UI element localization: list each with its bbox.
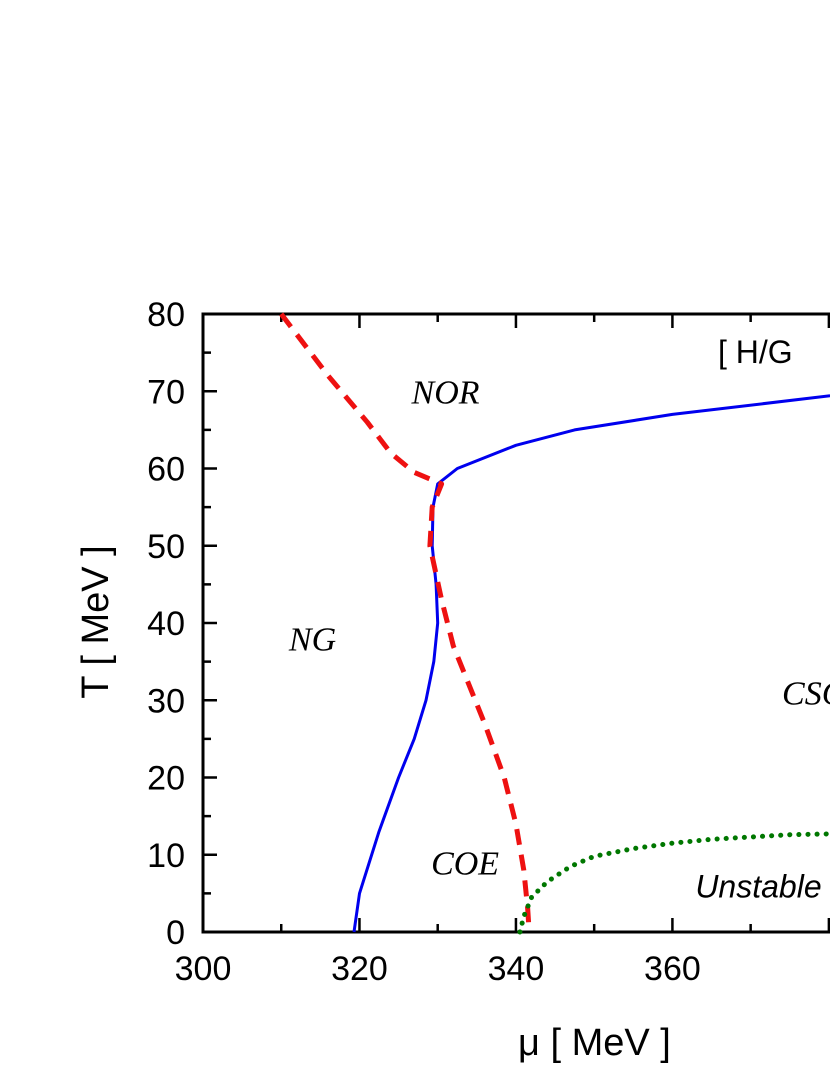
corner-label: [ H/G xyxy=(718,334,793,370)
y-tick-label: 30 xyxy=(147,682,185,720)
series-line-solid-blue xyxy=(352,394,830,933)
region-labels: NOR NG COE CSC Unstable xyxy=(288,374,830,904)
x-tick-label: 300 xyxy=(175,950,232,988)
region-label-unstable: Unstable xyxy=(695,869,821,905)
y-tick-label: 60 xyxy=(147,451,185,489)
y-tick-label: 20 xyxy=(147,760,185,798)
y-tick-label: 10 xyxy=(147,837,185,875)
region-label-ng: NG xyxy=(288,621,336,658)
x-axis-title: μ [ MeV ] xyxy=(518,1022,671,1064)
region-label-csc: CSC xyxy=(782,676,830,713)
axis-ticks: 300 320 340 360 0 10 20 30 40 50 60 70 80 xyxy=(147,296,830,988)
region-label-coe: COE xyxy=(431,845,499,882)
x-tick-label: 360 xyxy=(644,950,701,988)
y-tick-label: 70 xyxy=(147,373,185,411)
y-tick-label: 40 xyxy=(147,605,185,643)
x-tick-label: 320 xyxy=(331,950,388,988)
region-label-nor: NOR xyxy=(411,374,480,411)
y-tick-label: 50 xyxy=(147,528,185,566)
y-axis-title: T [ MeV ] xyxy=(75,545,117,698)
series-line-dashed-red xyxy=(279,312,532,933)
y-tick-label: 80 xyxy=(147,296,185,334)
x-tick-label: 340 xyxy=(488,950,545,988)
y-tick-label: 0 xyxy=(166,914,185,952)
series-lines xyxy=(279,312,830,935)
